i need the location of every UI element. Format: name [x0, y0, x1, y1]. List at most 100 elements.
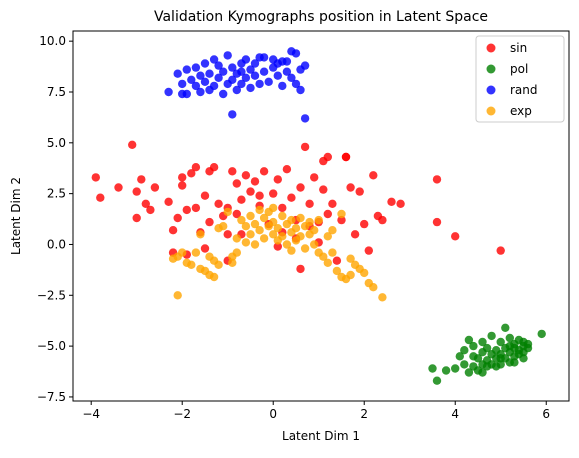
point-exp	[296, 213, 305, 223]
point-pol	[519, 337, 528, 347]
point-rand	[255, 53, 264, 62]
point-sin	[346, 183, 355, 192]
point-rand	[214, 73, 223, 83]
point-rand	[209, 55, 219, 64]
legend-marker-pol	[486, 64, 496, 74]
point-exp	[323, 232, 332, 241]
point-rand	[278, 81, 287, 91]
point-sin	[296, 264, 305, 274]
point-pol	[496, 337, 505, 347]
point-rand	[287, 73, 296, 83]
point-exp	[191, 248, 201, 257]
point-exp	[323, 258, 332, 267]
y-axis-ticks: −7.5 −5.0 −2.5 0.0 2.5 5.0 7.5 10.0	[37, 34, 73, 404]
point-exp	[291, 224, 301, 233]
point-exp	[369, 283, 378, 292]
point-sin	[182, 205, 191, 215]
point-exp	[214, 260, 223, 269]
point-sin	[300, 142, 310, 152]
point-exp	[255, 226, 264, 235]
point-sin	[214, 199, 223, 208]
point-rand	[246, 83, 255, 93]
point-rand	[241, 73, 251, 83]
legend-marker-exp	[486, 106, 496, 116]
y-axis-label: Latent Dim 2	[9, 177, 23, 255]
point-sin	[173, 213, 182, 223]
point-sin	[209, 163, 219, 172]
point-exp	[269, 203, 278, 213]
plot-frame	[72, 30, 570, 402]
point-sin	[132, 213, 141, 223]
point-sin	[246, 187, 255, 196]
point-rand	[182, 89, 191, 99]
point-sin	[396, 199, 405, 208]
point-sin	[146, 205, 155, 215]
point-rand	[237, 67, 246, 76]
point-sin	[310, 173, 319, 182]
point-rand	[250, 59, 260, 68]
point-pol	[455, 352, 464, 361]
point-exp	[187, 260, 196, 269]
point-sin	[296, 183, 305, 192]
point-rand	[273, 71, 282, 80]
point-sin	[128, 140, 137, 149]
point-sin	[432, 175, 442, 184]
point-sin	[114, 183, 123, 192]
point-sin	[250, 177, 260, 186]
point-rand	[173, 69, 182, 78]
point-sin	[451, 232, 460, 241]
x-tick-label: 6	[542, 407, 550, 421]
point-exp	[310, 240, 319, 249]
point-exp	[237, 215, 246, 225]
legend-label-pol: pol	[510, 62, 528, 76]
point-exp	[314, 215, 323, 225]
point-exp	[223, 207, 232, 217]
point-exp	[259, 234, 269, 243]
point-pol	[473, 354, 483, 363]
point-exp	[287, 215, 296, 225]
point-exp	[173, 291, 182, 300]
legend-marker-rand	[486, 85, 496, 95]
point-pol	[460, 346, 469, 355]
point-sin	[269, 189, 278, 198]
point-exp	[255, 205, 264, 215]
point-rand	[196, 87, 205, 97]
point-sin	[355, 187, 364, 196]
point-exp	[332, 266, 342, 276]
y-tick-label: 10.0	[39, 34, 66, 48]
point-pol	[460, 360, 469, 369]
point-exp	[228, 258, 237, 267]
point-rand	[241, 55, 251, 64]
point-exp	[378, 293, 387, 302]
y-tick-label: 7.5	[47, 85, 66, 99]
point-rand	[219, 89, 228, 99]
y-tick-label: 0.0	[47, 237, 66, 251]
point-pol	[537, 329, 546, 339]
point-exp	[278, 211, 287, 221]
point-exp	[269, 230, 278, 239]
point-sin	[96, 193, 105, 202]
point-rand	[291, 49, 301, 58]
point-exp	[246, 230, 255, 239]
point-sin	[141, 199, 150, 208]
point-sin	[191, 203, 201, 213]
point-exp	[259, 213, 269, 223]
point-exp	[278, 232, 287, 241]
point-sin	[91, 173, 101, 182]
legend: sin pol rand exp	[475, 35, 565, 123]
point-exp	[241, 238, 251, 247]
point-exp	[273, 224, 282, 233]
point-rand	[200, 59, 210, 68]
y-tick-label: −5.0	[37, 339, 66, 353]
point-sin	[278, 203, 287, 213]
point-sin	[187, 169, 196, 178]
legend-label-sin: sin	[510, 41, 527, 55]
point-sin	[323, 209, 332, 219]
point-pol	[510, 343, 519, 353]
point-rand	[228, 63, 237, 72]
point-sin	[228, 167, 237, 176]
point-pol	[478, 337, 487, 347]
x-tick-label: −4	[82, 407, 100, 421]
